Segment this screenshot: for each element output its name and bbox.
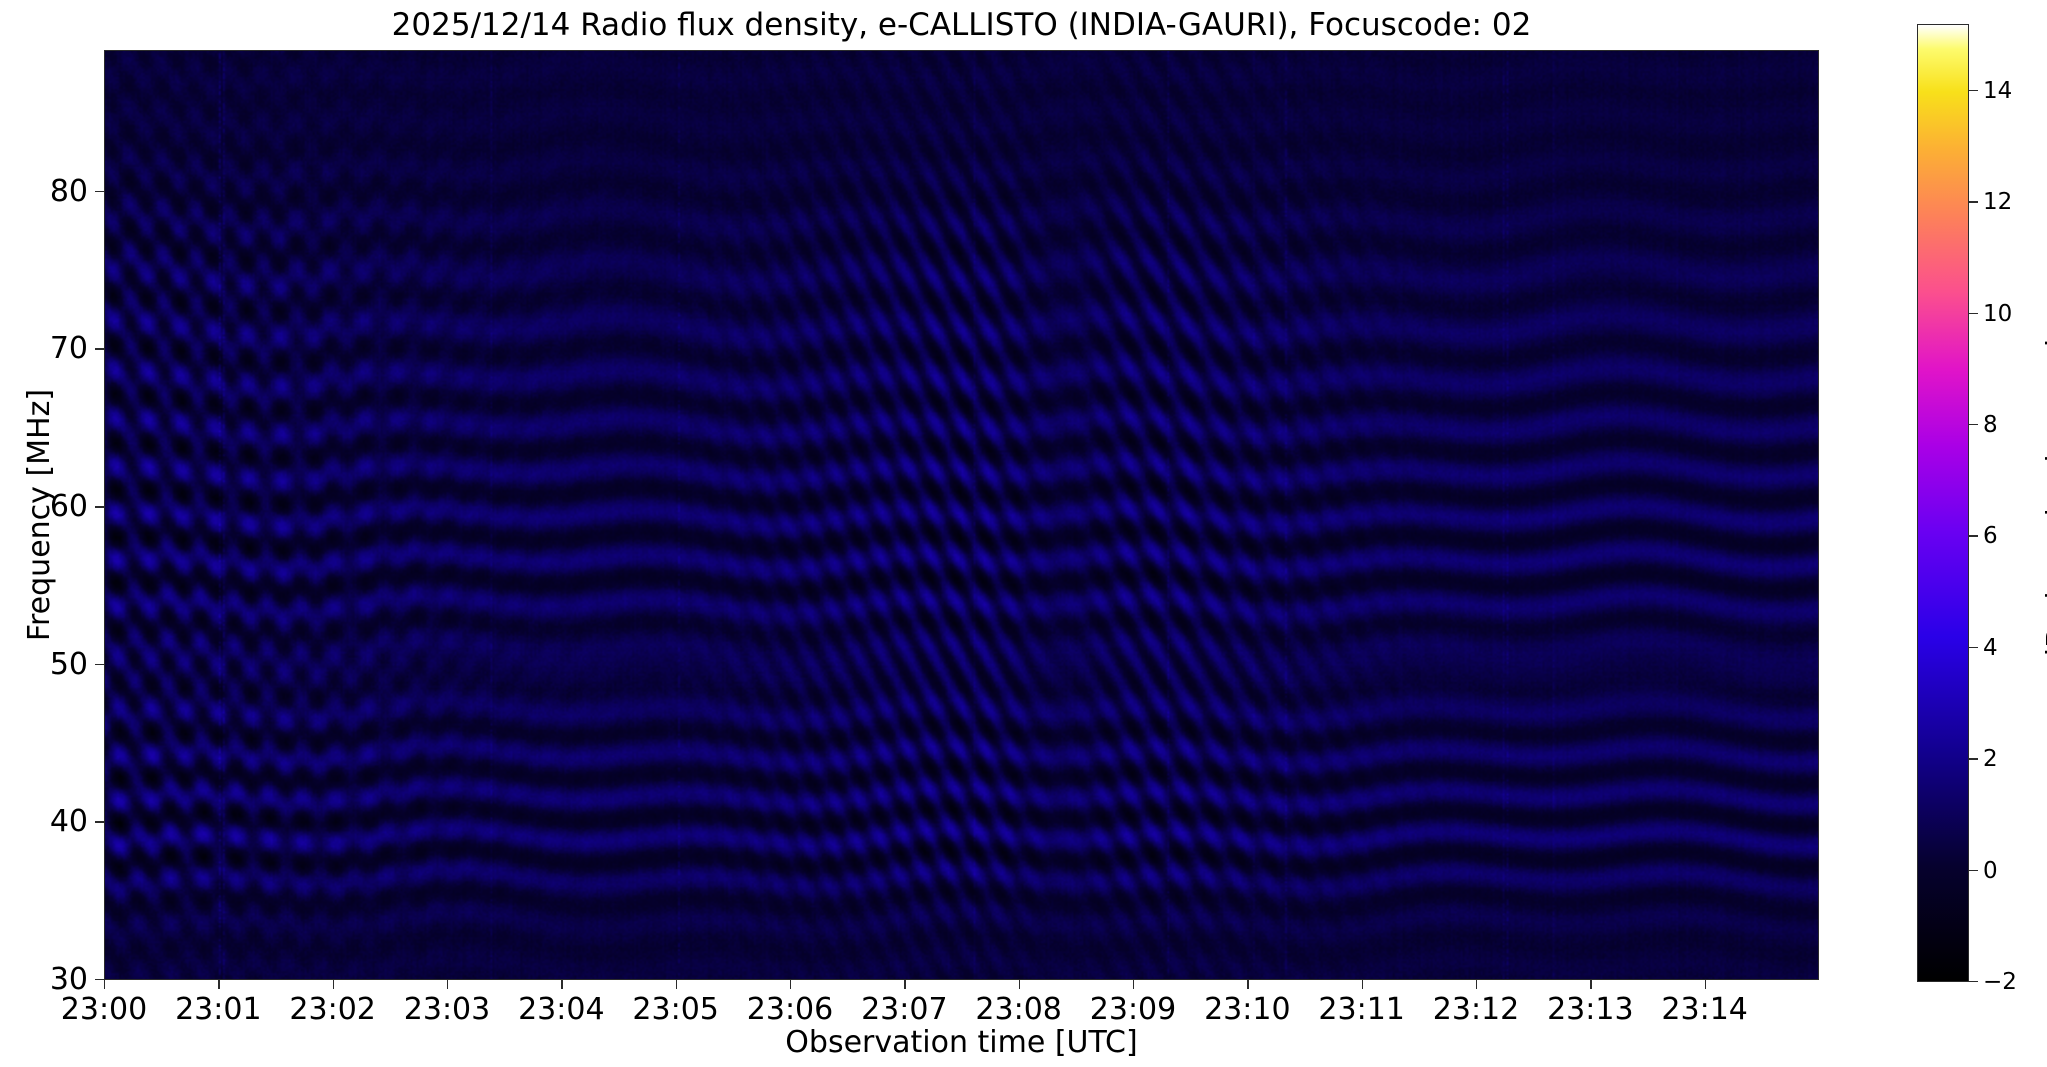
colorbar-tick-label: 8 <box>1983 412 1998 439</box>
x-axis-tick-label: 23:14 <box>1661 992 1748 1027</box>
y-axis-tick: 60 <box>0 490 104 524</box>
x-axis-tick-mark <box>332 980 335 989</box>
colorbar-tick-label: 12 <box>1983 189 2013 216</box>
y-axis-tick-mark <box>95 663 104 666</box>
colorbar-tick-label: 14 <box>1983 77 2013 104</box>
x-axis-tick-mark <box>218 980 220 989</box>
y-axis-tick: 70 <box>0 332 104 366</box>
y-axis-tick: 30 <box>0 963 104 997</box>
x-axis-tick-label: 23:06 <box>746 992 834 1027</box>
page-title: 2025/12/14 Radio flux density, e-CALLIST… <box>391 7 1532 43</box>
spectrogram-plot-area[interactable] <box>104 50 1819 980</box>
y-axis-tick-mark <box>95 979 104 981</box>
x-axis-tick-mark <box>1476 980 1478 989</box>
x-axis-tick-mark <box>561 980 563 989</box>
x-axis-tick-mark <box>1361 980 1364 989</box>
y-axis-tick: 50 <box>0 646 104 682</box>
y-axis-tick: 80 <box>0 173 104 209</box>
spectrogram-image <box>105 51 1818 979</box>
x-axis-tick-label: 23:00 <box>60 992 148 1027</box>
y-axis-tick-mark <box>95 190 104 193</box>
colorbar-tick-label: 6 <box>1983 523 1998 550</box>
x-axis-tick-mark <box>1018 980 1021 989</box>
colorbar-tick-label: 2 <box>1983 746 1998 773</box>
colorbar-ticks: −2 0 2 4 6 8 10 12 14 <box>1969 24 2039 995</box>
y-axis-tick: 40 <box>0 805 104 839</box>
colorbar-tick-mark <box>1969 312 1978 315</box>
colorbar[interactable] <box>1917 24 1969 982</box>
colorbar-tick-mark <box>1969 981 1978 983</box>
y-axis-tick-label: 70 <box>49 331 88 367</box>
y-axis-tick-label: 40 <box>49 804 88 840</box>
x-axis-tick-mark <box>1704 980 1707 989</box>
colorbar-gradient <box>1918 25 1968 981</box>
x-axis-label: Observation time [UTC] <box>785 1025 1138 1060</box>
colorbar-tick-mark <box>1969 535 1978 537</box>
colorbar-tick-mark <box>1969 201 1978 203</box>
y-axis-tick-label: 80 <box>49 173 88 209</box>
x-axis-tick-mark <box>104 980 106 989</box>
x-axis-tick-mark <box>904 980 906 989</box>
y-axis-label: Frequency [MHz] <box>22 388 57 642</box>
y-axis-ticks: 30 40 50 60 70 80 <box>0 50 104 997</box>
x-axis-tick-label: 23:11 <box>1318 992 1405 1027</box>
x-axis-tick-label: 23:03 <box>403 992 491 1027</box>
x-axis-tick-label: 23:12 <box>1432 992 1520 1027</box>
colorbar-tick-mark <box>1969 89 1978 92</box>
y-axis-tick-mark <box>95 821 104 823</box>
colorbar-tick-label: −2 <box>1983 969 2017 995</box>
x-axis-tick-mark <box>790 980 792 989</box>
x-axis-tick-label: 23:13 <box>1547 992 1634 1027</box>
x-axis-tick-label: 23:08 <box>975 992 1062 1027</box>
x-axis-tick-label: 23:07 <box>861 992 948 1027</box>
x-axis-tick-mark <box>1590 980 1592 989</box>
x-axis-tick-mark <box>1247 980 1249 989</box>
colorbar-tick-label: 0 <box>1983 857 1998 884</box>
y-axis-tick-label: 30 <box>49 962 88 997</box>
x-axis-tick-label: 23:10 <box>1204 992 1291 1027</box>
y-axis-tick-label: 50 <box>49 646 88 682</box>
colorbar-tick-mark <box>1969 424 1978 426</box>
x-axis-tick-label: 23:04 <box>518 992 605 1027</box>
colorbar-tick-label: 10 <box>1983 300 2013 327</box>
y-axis-tick-mark <box>95 348 104 350</box>
x-axis-tick-mark <box>1133 980 1135 989</box>
y-axis-tick-label: 60 <box>49 489 88 525</box>
colorbar-tick-mark <box>1969 646 1978 649</box>
colorbar-tick-mark <box>1969 758 1978 760</box>
x-axis-tick-mark <box>447 980 449 989</box>
y-axis-tick-mark <box>95 506 104 508</box>
x-axis-tick-label: 23:02 <box>289 992 376 1027</box>
x-axis-tick-label: 23:09 <box>1089 992 1177 1027</box>
x-axis-tick-mark <box>675 980 678 989</box>
colorbar-tick-mark <box>1969 869 1978 871</box>
colorbar-tick-label: 4 <box>1983 634 1998 661</box>
colorbar-label: dB above background <box>2041 338 2047 668</box>
x-axis-tick-label: 23:01 <box>175 992 262 1027</box>
x-axis-ticks: 23:00 23:01 23:02 23:03 23:04 23:05 23:06 23:07… <box>61 980 1819 1032</box>
x-axis-tick-label: 23:05 <box>632 992 719 1027</box>
